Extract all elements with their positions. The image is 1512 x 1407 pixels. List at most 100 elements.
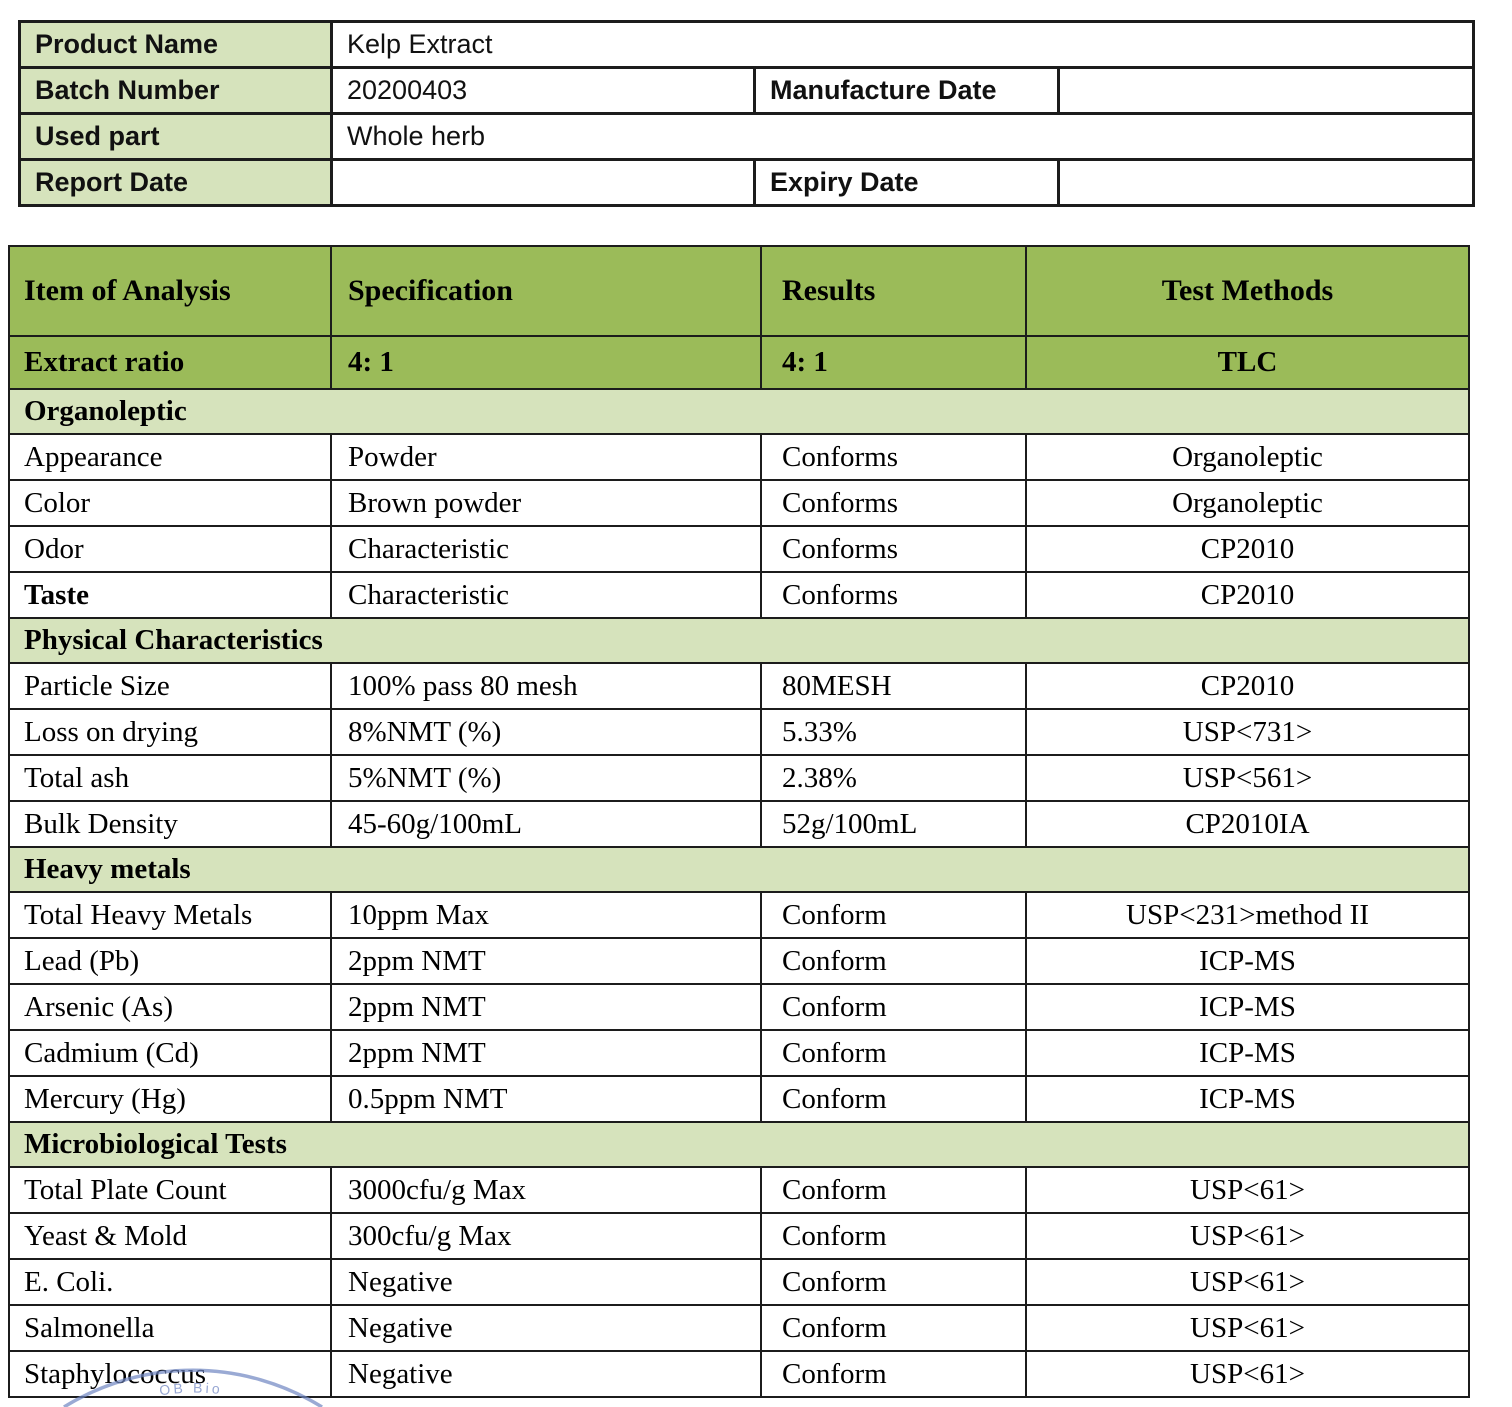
header-item-of-analysis: Item of Analysis bbox=[8, 245, 332, 337]
used-part-label: Used part bbox=[18, 112, 333, 161]
table-row: Total ash 5%NMT (%) 2.38% USP<561> bbox=[8, 754, 1470, 802]
cell-test-method: USP<61> bbox=[1025, 1350, 1470, 1398]
table-row: Appearance Powder Conforms Organoleptic bbox=[8, 433, 1470, 481]
batch-number-label: Batch Number bbox=[18, 66, 333, 115]
cell-results: Conform bbox=[760, 937, 1027, 985]
cell-test-method: ICP-MS bbox=[1025, 1075, 1470, 1123]
cell-item: Cadmium (Cd) bbox=[8, 1029, 332, 1077]
section-header-row: Physical Characteristics bbox=[8, 617, 1470, 664]
cell-item: Yeast & Mold bbox=[8, 1212, 332, 1260]
table-row: Yeast & Mold 300cfu/g Max Conform USP<61… bbox=[8, 1212, 1470, 1260]
cell-item: Mercury (Hg) bbox=[8, 1075, 332, 1123]
cell-item: Loss on drying bbox=[8, 708, 332, 756]
cell-results: Conform bbox=[760, 1212, 1027, 1260]
cell-item: Total Plate Count bbox=[8, 1166, 332, 1214]
section-title-microbiological-tests: Microbiological Tests bbox=[8, 1121, 1470, 1168]
section-header-row: Microbiological Tests bbox=[8, 1121, 1470, 1168]
cell-item: Odor bbox=[8, 525, 332, 573]
cell-test-method: USP<561> bbox=[1025, 754, 1470, 802]
table-row: Used part Whole herb bbox=[18, 112, 1475, 161]
header-specification: Specification bbox=[330, 245, 762, 337]
cell-specification: Powder bbox=[330, 433, 762, 481]
cell-results: 2.38% bbox=[760, 754, 1027, 802]
stamp-arc bbox=[63, 1368, 323, 1407]
expiry-date-value bbox=[1057, 158, 1475, 207]
cell-results: Conforms bbox=[760, 433, 1027, 481]
cell-specification: Brown powder bbox=[330, 479, 762, 527]
expiry-date-label: Expiry Date bbox=[753, 158, 1060, 207]
table-row: Report Date Expiry Date bbox=[18, 158, 1475, 207]
cell-results: Conform bbox=[760, 1075, 1027, 1123]
cell-specification: Negative bbox=[330, 1350, 762, 1398]
section-header-row: Organoleptic bbox=[8, 388, 1470, 435]
cell-results: Conform bbox=[760, 1029, 1027, 1077]
cell-item: E. Coli. bbox=[8, 1258, 332, 1306]
cell-item: Extract ratio bbox=[8, 335, 332, 390]
table-row: Salmonella Negative Conform USP<61> bbox=[8, 1304, 1470, 1352]
table-row: Staphylococcus Negative Conform USP<61> bbox=[8, 1350, 1470, 1398]
analysis-header-row: Item of Analysis Specification Results T… bbox=[8, 245, 1470, 337]
cell-results: Conform bbox=[760, 1304, 1027, 1352]
cell-results: 4: 1 bbox=[760, 335, 1027, 390]
cell-item: Bulk Density bbox=[8, 800, 332, 848]
cell-specification: 0.5ppm NMT bbox=[330, 1075, 762, 1123]
report-date-label: Report Date bbox=[18, 158, 333, 207]
cell-specification: 4: 1 bbox=[330, 335, 762, 390]
section-title-organoleptic: Organoleptic bbox=[8, 388, 1470, 435]
cell-item: Taste bbox=[8, 571, 332, 619]
table-row: Mercury (Hg) 0.5ppm NMT Conform ICP-MS bbox=[8, 1075, 1470, 1123]
cell-results: Conforms bbox=[760, 479, 1027, 527]
cell-results: Conforms bbox=[760, 571, 1027, 619]
cell-results: Conform bbox=[760, 983, 1027, 1031]
table-row: Arsenic (As) 2ppm NMT Conform ICP-MS bbox=[8, 983, 1470, 1031]
cell-item: Arsenic (As) bbox=[8, 983, 332, 1031]
cell-specification: 2ppm NMT bbox=[330, 1029, 762, 1077]
table-row: Particle Size 100% pass 80 mesh 80MESH C… bbox=[8, 662, 1470, 710]
cell-test-method: CP2010 bbox=[1025, 525, 1470, 573]
table-row: Loss on drying 8%NMT (%) 5.33% USP<731> bbox=[8, 708, 1470, 756]
table-row: Bulk Density 45-60g/100mL 52g/100mL CP20… bbox=[8, 800, 1470, 848]
table-row: Lead (Pb) 2ppm NMT Conform ICP-MS bbox=[8, 937, 1470, 985]
header-test-methods: Test Methods bbox=[1025, 245, 1470, 337]
cell-test-method: ICP-MS bbox=[1025, 937, 1470, 985]
cell-test-method: USP<61> bbox=[1025, 1212, 1470, 1260]
table-row: Odor Characteristic Conforms CP2010 bbox=[8, 525, 1470, 573]
cell-results: Conform bbox=[760, 891, 1027, 939]
manufacture-date-value bbox=[1057, 66, 1475, 115]
table-row: Batch Number 20200403 Manufacture Date bbox=[18, 66, 1475, 115]
cell-specification: Negative bbox=[330, 1304, 762, 1352]
cell-results: 52g/100mL bbox=[760, 800, 1027, 848]
cell-test-method: USP<61> bbox=[1025, 1258, 1470, 1306]
analysis-table: Item of Analysis Specification Results T… bbox=[8, 245, 1470, 1398]
cell-specification: 5%NMT (%) bbox=[330, 754, 762, 802]
cell-specification: 10ppm Max bbox=[330, 891, 762, 939]
table-row: Total Plate Count 3000cfu/g Max Conform … bbox=[8, 1166, 1470, 1214]
cell-test-method: ICP-MS bbox=[1025, 983, 1470, 1031]
cell-specification: 2ppm NMT bbox=[330, 983, 762, 1031]
section-title-heavy-metals: Heavy metals bbox=[8, 846, 1470, 893]
cell-specification: 8%NMT (%) bbox=[330, 708, 762, 756]
table-row: Taste Characteristic Conforms CP2010 bbox=[8, 571, 1470, 619]
product-name-label: Product Name bbox=[18, 20, 333, 69]
cell-test-method: CP2010 bbox=[1025, 662, 1470, 710]
table-row: Cadmium (Cd) 2ppm NMT Conform ICP-MS bbox=[8, 1029, 1470, 1077]
cell-item: Color bbox=[8, 479, 332, 527]
cell-item: Appearance bbox=[8, 433, 332, 481]
cell-results: 5.33% bbox=[760, 708, 1027, 756]
cell-item: Lead (Pb) bbox=[8, 937, 332, 985]
table-row: Total Heavy Metals 10ppm Max Conform USP… bbox=[8, 891, 1470, 939]
cell-test-method: CP2010IA bbox=[1025, 800, 1470, 848]
cell-specification: Negative bbox=[330, 1258, 762, 1306]
report-date-value bbox=[330, 158, 756, 207]
cell-results: Conform bbox=[760, 1258, 1027, 1306]
section-title-physical-characteristics: Physical Characteristics bbox=[8, 617, 1470, 664]
cell-specification: Characteristic bbox=[330, 525, 762, 573]
cell-test-method: USP<61> bbox=[1025, 1304, 1470, 1352]
product-name-value: Kelp Extract bbox=[330, 20, 1475, 69]
batch-number-value: 20200403 bbox=[330, 66, 756, 115]
cell-test-method: USP<231>method II bbox=[1025, 891, 1470, 939]
cell-test-method: Organoleptic bbox=[1025, 479, 1470, 527]
cell-results: Conforms bbox=[760, 525, 1027, 573]
cell-specification: 100% pass 80 mesh bbox=[330, 662, 762, 710]
cell-test-method: USP<61> bbox=[1025, 1166, 1470, 1214]
